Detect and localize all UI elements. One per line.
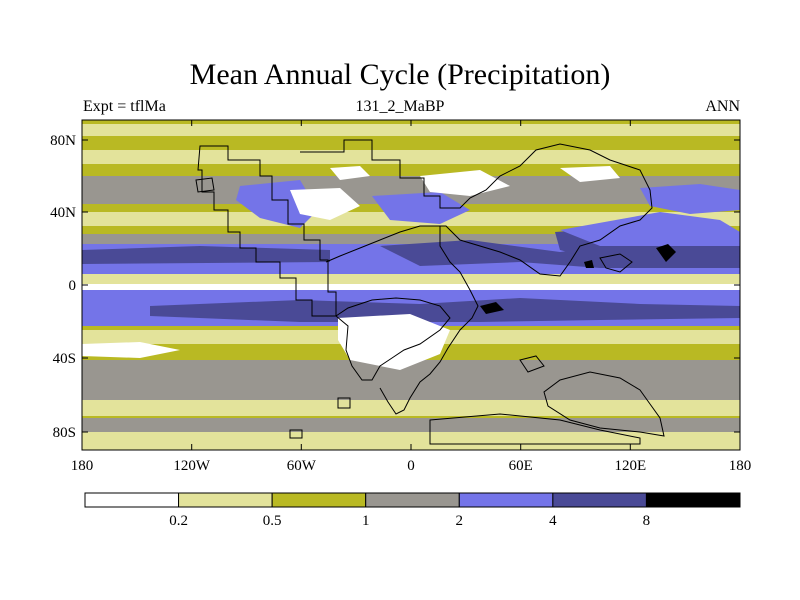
x-tick-label: 0 [407,458,415,474]
outline-island [337,397,351,409]
axis-ticks [81,120,741,450]
colorbar-swatch [458,492,554,508]
colorbar-label: 8 [643,513,651,529]
colorbar-swatch [271,492,367,508]
outline-island [289,429,303,439]
field-band [82,432,740,450]
outline-south-america [335,297,451,381]
outline-americas [197,145,337,317]
field-dry [290,188,360,220]
x-tick-label: 180 [71,458,94,474]
colorbar-swatch [178,492,273,508]
colorbar-label: 4 [549,513,557,529]
field-core [82,246,330,264]
y-tick-label: 40S [53,351,76,367]
field-band [82,124,740,136]
field-dry [560,166,620,182]
outline-island [195,177,215,193]
colorbar-labels: 0.2 0.5 1 2 4 8 [169,513,650,529]
colorbar-swatch [365,492,460,508]
experiment-label: Expt = tflMa [83,98,166,115]
field-patch [560,212,740,246]
run-id-label: 131_2_MaBP [355,98,445,115]
field-dry [82,342,180,358]
field-band [82,278,740,284]
y-tick-label: 80S [53,425,76,441]
season-label: ANN [705,98,740,115]
outline-island [519,355,545,373]
field-band [82,360,740,400]
x-tick-label: 60W [287,458,317,474]
field-patch [640,184,740,214]
y-tick-label: 0 [69,278,77,294]
field-dry [338,314,450,370]
outline-africa [379,226,479,415]
field-core [150,298,740,322]
field-max [480,302,504,314]
x-tick-label: 120E [614,458,646,474]
colorbar-swatch [552,492,647,508]
x-tick-label: 120W [173,458,211,474]
field-band [82,284,740,290]
outline-eurasia [300,139,653,277]
x-tick-label: 60E [509,458,533,474]
field-max [584,260,594,268]
colorbar-label: 0.5 [263,513,282,529]
field-patch [372,192,470,224]
outline-antarctica [429,413,641,445]
outline-australia [543,371,665,437]
colorbar-boxes [84,492,741,508]
field-dry [420,170,510,196]
colorbar-label: 0.2 [169,513,188,529]
outline-island [599,253,633,273]
colorbar-swatch [84,492,180,508]
continent-outlines [195,139,665,445]
colorbar-label: 1 [362,513,370,529]
map-title: Mean Annual Cycle (Precipitation) [189,58,611,91]
y-tick-label: 80N [50,133,76,149]
field-band [82,396,740,416]
field-max [656,244,676,262]
colorbar-swatch [645,492,741,508]
y-tick-label: 40N [50,205,76,221]
colorbar-label: 2 [456,513,464,529]
field-dry [330,166,370,180]
x-tick-label: 180 [729,458,752,474]
